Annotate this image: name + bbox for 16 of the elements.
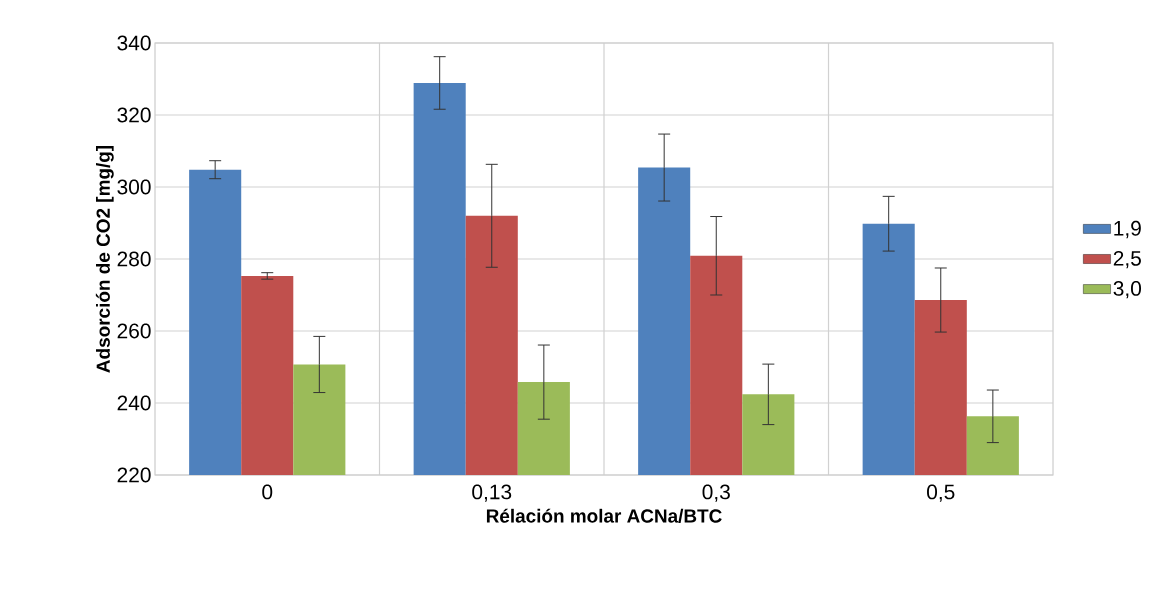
y-tick-label: 260 (117, 323, 151, 339)
legend-label: 2,5 (1113, 250, 1141, 269)
x-axis-title: Rélación molar ACNa/BTC (486, 508, 722, 523)
y-tick-label: 340 (117, 35, 151, 51)
x-tick-label: 0 (262, 484, 273, 500)
legend-label: 1,9 (1114, 220, 1141, 239)
x-tick-label: 0,13 (472, 484, 512, 502)
y-tick-label: 240 (117, 395, 151, 411)
y-axis-title: Adsorción de CO2 [mg/g] (95, 145, 114, 373)
legend-label: 3,0 (1113, 281, 1142, 299)
y-tick-label: 320 (117, 107, 151, 123)
y-tick-label: 220 (117, 467, 151, 483)
y-tick-label: 300 (117, 179, 151, 195)
x-tick-label: 0,5 (927, 484, 955, 502)
y-tick-label: 280 (117, 251, 151, 267)
x-tick-label: 0,3 (702, 484, 730, 502)
